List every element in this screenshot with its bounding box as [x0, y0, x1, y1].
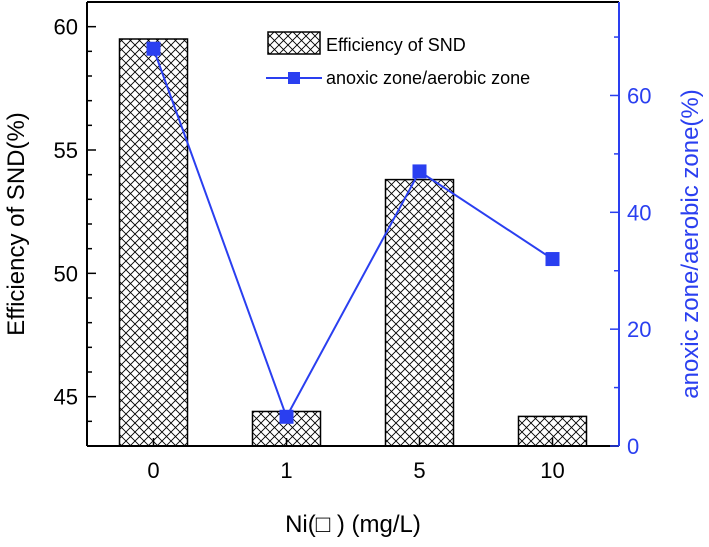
x-tick-label: 10	[540, 458, 564, 483]
ratio-marker-1	[279, 409, 294, 424]
right-ticks: 0 20 40 60	[610, 36, 651, 459]
ratio-marker-5	[412, 164, 427, 179]
line-layer	[146, 41, 560, 424]
right-tick-label: 0	[627, 434, 639, 459]
right-tick-label: 20	[627, 317, 651, 342]
legend-bar-swatch	[267, 31, 321, 55]
left-tick-label: 55	[54, 138, 78, 163]
left-tick-label: 60	[54, 15, 78, 40]
bar-5	[384, 178, 455, 447]
left-tick-label: 45	[54, 385, 78, 410]
left-tick-label: 50	[54, 261, 78, 286]
x-tick-label: 0	[147, 458, 159, 483]
ratio-marker-0	[146, 41, 161, 56]
bar-0	[118, 38, 189, 447]
ratio-marker-10	[545, 252, 560, 267]
legend-line-marker	[288, 72, 300, 84]
y-axis-title: Efficiency of SND(%)	[3, 112, 30, 336]
ratio-line	[152, 48, 554, 420]
legend-bar-label: Efficiency of SND	[326, 35, 466, 55]
x-ticks: 0 1 5 10	[147, 438, 565, 483]
right-tick-label: 40	[627, 200, 651, 225]
bars-layer	[118, 38, 588, 447]
x-axis-title: Ni(□ ) (mg/L)	[285, 511, 421, 538]
y2-axis-title: anoxic zone/aerobic zone(%)	[677, 89, 704, 399]
left-ticks: 45 50 55 60	[54, 15, 96, 423]
legend: Efficiency of SND anoxic zone/aerobic zo…	[266, 31, 530, 88]
right-tick-label: 60	[627, 83, 651, 108]
legend-line-label: anoxic zone/aerobic zone	[326, 68, 530, 88]
x-tick-label: 1	[280, 458, 292, 483]
x-tick-label: 5	[413, 458, 425, 483]
